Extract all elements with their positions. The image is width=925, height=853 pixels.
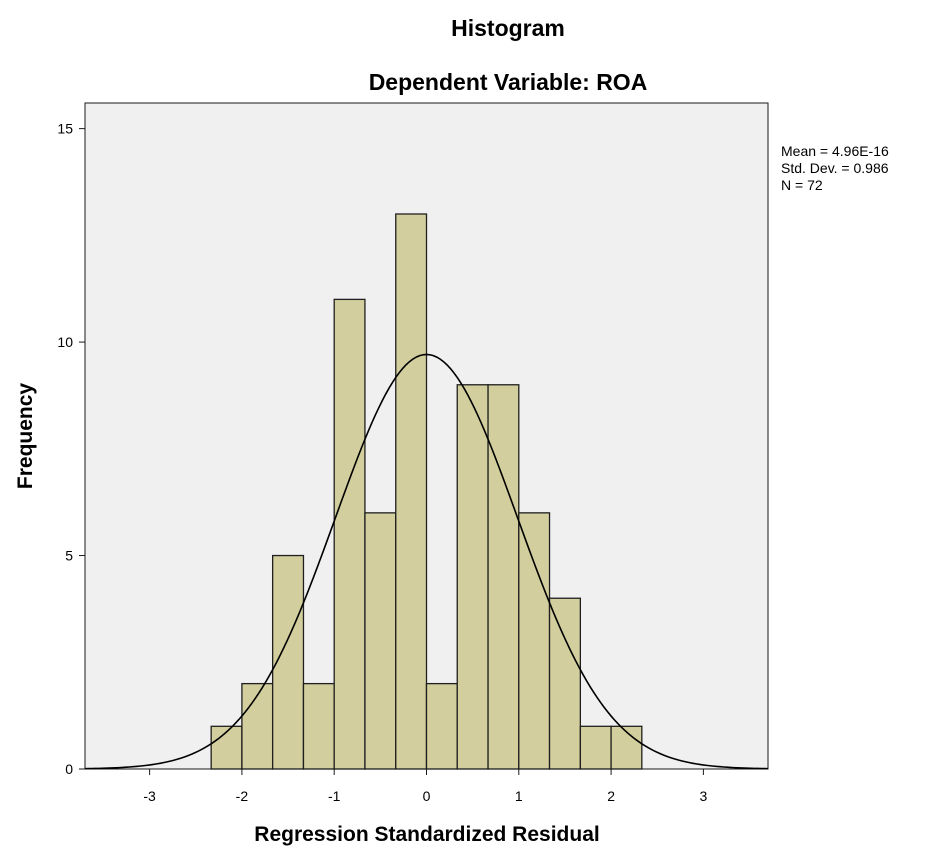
x-tick-label: 2 [607,788,615,804]
stats-mean: Mean = 4.96E-16 [781,143,889,159]
y-tick-label: 15 [57,121,73,137]
x-tick-label: -3 [143,788,156,804]
x-tick-label: 1 [515,788,523,804]
bars-layer [210,213,643,770]
chart-subtitle: Dependent Variable: ROA [369,69,648,95]
stats-n: N = 72 [781,177,823,193]
y-tick-label: 5 [65,548,73,564]
x-axis-title: Regression Standardized Residual [254,823,599,846]
ticks-layer: -3 -2 -1 0 1 2 3 0 5 10 15 [57,121,707,804]
histogram-bar [425,682,458,770]
x-tick-label: 3 [699,788,707,804]
histogram-bar [271,554,305,770]
histogram-bar [333,298,366,770]
y-tick-label: 10 [57,334,73,350]
histogram-bar [302,682,335,770]
histogram-bar [548,597,582,770]
histogram-bar [395,213,428,770]
y-tick-label: 0 [65,761,73,777]
histogram-bar [518,512,551,770]
x-tick-label: -1 [328,788,341,804]
stats-legend: Mean = 4.96E-16 Std. Dev. = 0.986 N = 72 [781,143,889,193]
normal-curve-line [84,353,769,770]
histogram-bar [579,725,612,770]
x-tick-label: -2 [236,788,249,804]
histogram-bar [364,512,397,770]
histogram-bar [487,384,520,770]
histogram-bar [456,384,489,770]
y-axis-title: Frequency [14,383,37,490]
stats-std-dev: Std. Dev. = 0.986 [781,160,889,176]
chart-title: Histogram [451,15,565,41]
x-tick-label: 0 [423,788,431,804]
